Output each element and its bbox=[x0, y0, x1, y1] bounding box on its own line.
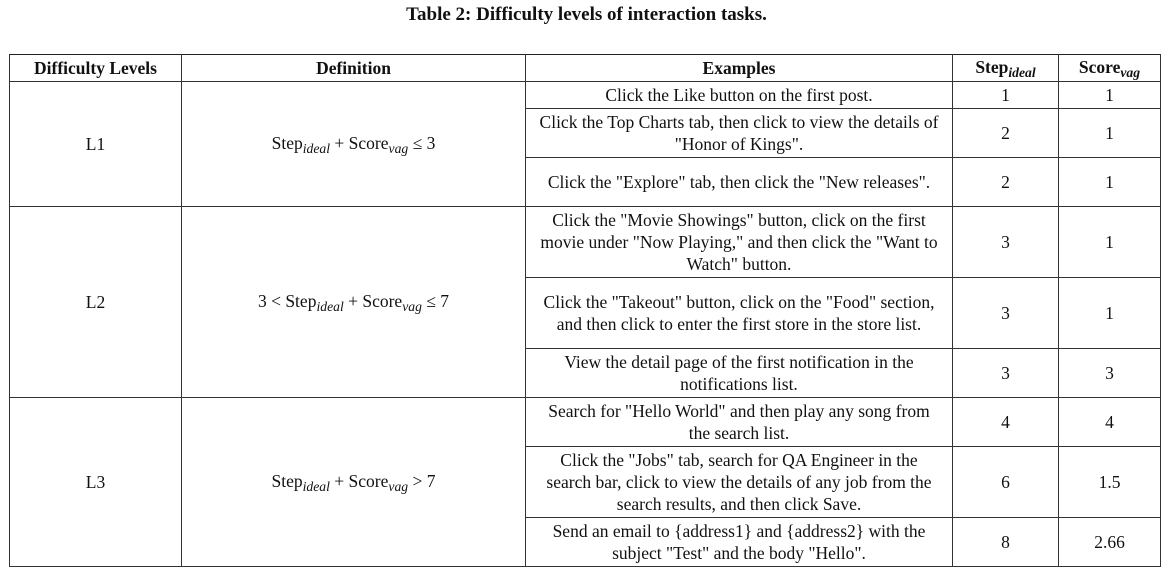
example-cell: Click the "Movie Showings" button, click… bbox=[525, 206, 953, 278]
score-cell: 1 bbox=[1058, 206, 1161, 278]
example-cell: Send an email to {address1} and {address… bbox=[525, 517, 953, 567]
def-step: Step bbox=[285, 291, 317, 311]
def-score-sub: vag bbox=[388, 479, 409, 495]
table-caption: Table 2: Difficulty levels of interactio… bbox=[406, 4, 767, 25]
header-score-vag: Scorevag bbox=[1058, 54, 1161, 82]
def-step: Step bbox=[271, 133, 303, 153]
def-step-sub: ideal bbox=[302, 141, 331, 157]
difficulty-table: Difficulty Levels Definition Examples St… bbox=[9, 54, 1161, 567]
def-suffix: > 7 bbox=[408, 471, 436, 491]
score-cell: 1 bbox=[1058, 277, 1161, 349]
score-cell: 1 bbox=[1058, 157, 1161, 207]
header-step-ideal: Stepideal bbox=[952, 54, 1059, 82]
step-cell: 2 bbox=[952, 108, 1059, 158]
step-cell: 4 bbox=[952, 397, 1059, 447]
definition-cell-l3: Stepideal + Scorevag > 7 bbox=[181, 397, 526, 567]
example-cell: Click the "Explore" tab, then click the … bbox=[525, 157, 953, 207]
def-step-sub: ideal bbox=[316, 299, 344, 315]
definition-cell-l1: Stepideal + Scorevag ≤ 3 bbox=[181, 81, 526, 207]
level-cell-l3: L3 bbox=[9, 397, 182, 567]
def-plus: + bbox=[343, 291, 363, 311]
step-cell: 1 bbox=[952, 81, 1059, 109]
table-row: L1 Stepideal + Scorevag ≤ 3 Click the Li… bbox=[9, 81, 1161, 207]
step-cell: 6 bbox=[952, 446, 1059, 518]
step-cell: 2 bbox=[952, 157, 1059, 207]
def-step-sub: ideal bbox=[302, 479, 330, 495]
step-cell: 3 bbox=[952, 277, 1059, 349]
header-examples: Examples bbox=[525, 54, 953, 82]
score-cell: 1 bbox=[1058, 108, 1161, 158]
table-row: Click the "Takeout" button, click on the… bbox=[10, 277, 1161, 349]
score-cell: 4 bbox=[1058, 397, 1161, 447]
example-cell: Click the Top Charts tab, then click to … bbox=[525, 108, 953, 158]
score-cell: 3 bbox=[1058, 348, 1161, 398]
def-plus: + bbox=[329, 471, 349, 491]
table-row: Click the Top Charts tab, then click to … bbox=[10, 108, 1161, 158]
table-row: Click the "Explore" tab, then click the … bbox=[10, 157, 1161, 207]
header-difficulty-levels: Difficulty Levels bbox=[9, 54, 182, 82]
example-cell: Click the Like button on the first post. bbox=[525, 81, 953, 109]
def-prefix: 3 < bbox=[257, 291, 286, 311]
def-suffix: ≤ 3 bbox=[408, 133, 436, 153]
step-cell: 3 bbox=[952, 348, 1059, 398]
table-row: L2 3 < Stepideal + Scorevag ≤ 7 Click th… bbox=[9, 206, 1161, 398]
score-cell: 1 bbox=[1058, 81, 1161, 109]
def-score: Score bbox=[348, 471, 389, 491]
header-row: Difficulty Levels Definition Examples St… bbox=[9, 54, 1161, 82]
example-cell: Search for "Hello World" and then play a… bbox=[525, 397, 953, 447]
def-score-sub: vag bbox=[388, 141, 409, 157]
level-cell-l2: L2 bbox=[9, 206, 182, 398]
step-cell: 3 bbox=[952, 206, 1059, 278]
header-score-sub: vag bbox=[1120, 65, 1141, 81]
score-cell: 1.5 bbox=[1058, 446, 1161, 518]
def-suffix: ≤ 7 bbox=[421, 291, 450, 311]
def-step: Step bbox=[271, 471, 303, 491]
definition-cell-l2: 3 < Stepideal + Scorevag ≤ 7 bbox=[181, 206, 526, 398]
table-row: Send an email to {address1} and {address… bbox=[10, 517, 1161, 567]
def-score: Score bbox=[348, 133, 389, 153]
example-cell: View the detail page of the first notifi… bbox=[525, 348, 953, 398]
example-cell: Click the "Jobs" tab, search for QA Engi… bbox=[525, 446, 953, 518]
header-step-sub: ideal bbox=[1008, 65, 1036, 81]
level-cell-l1: L1 bbox=[9, 81, 182, 207]
score-cell: 2.66 bbox=[1058, 517, 1161, 567]
def-score: Score bbox=[362, 291, 403, 311]
table-row: Click the "Jobs" tab, search for QA Engi… bbox=[10, 446, 1161, 518]
header-definition: Definition bbox=[181, 54, 526, 82]
step-cell: 8 bbox=[952, 517, 1059, 567]
def-plus: + bbox=[330, 133, 349, 153]
header-score-main: Score bbox=[1078, 57, 1121, 77]
example-cell: Click the "Takeout" button, click on the… bbox=[525, 277, 953, 349]
header-step-main: Step bbox=[975, 57, 1009, 77]
def-score-sub: vag bbox=[402, 299, 422, 315]
table-row: L3 Stepideal + Scorevag > 7 Search for "… bbox=[9, 397, 1161, 567]
table-row: View the detail page of the first notifi… bbox=[10, 348, 1161, 398]
